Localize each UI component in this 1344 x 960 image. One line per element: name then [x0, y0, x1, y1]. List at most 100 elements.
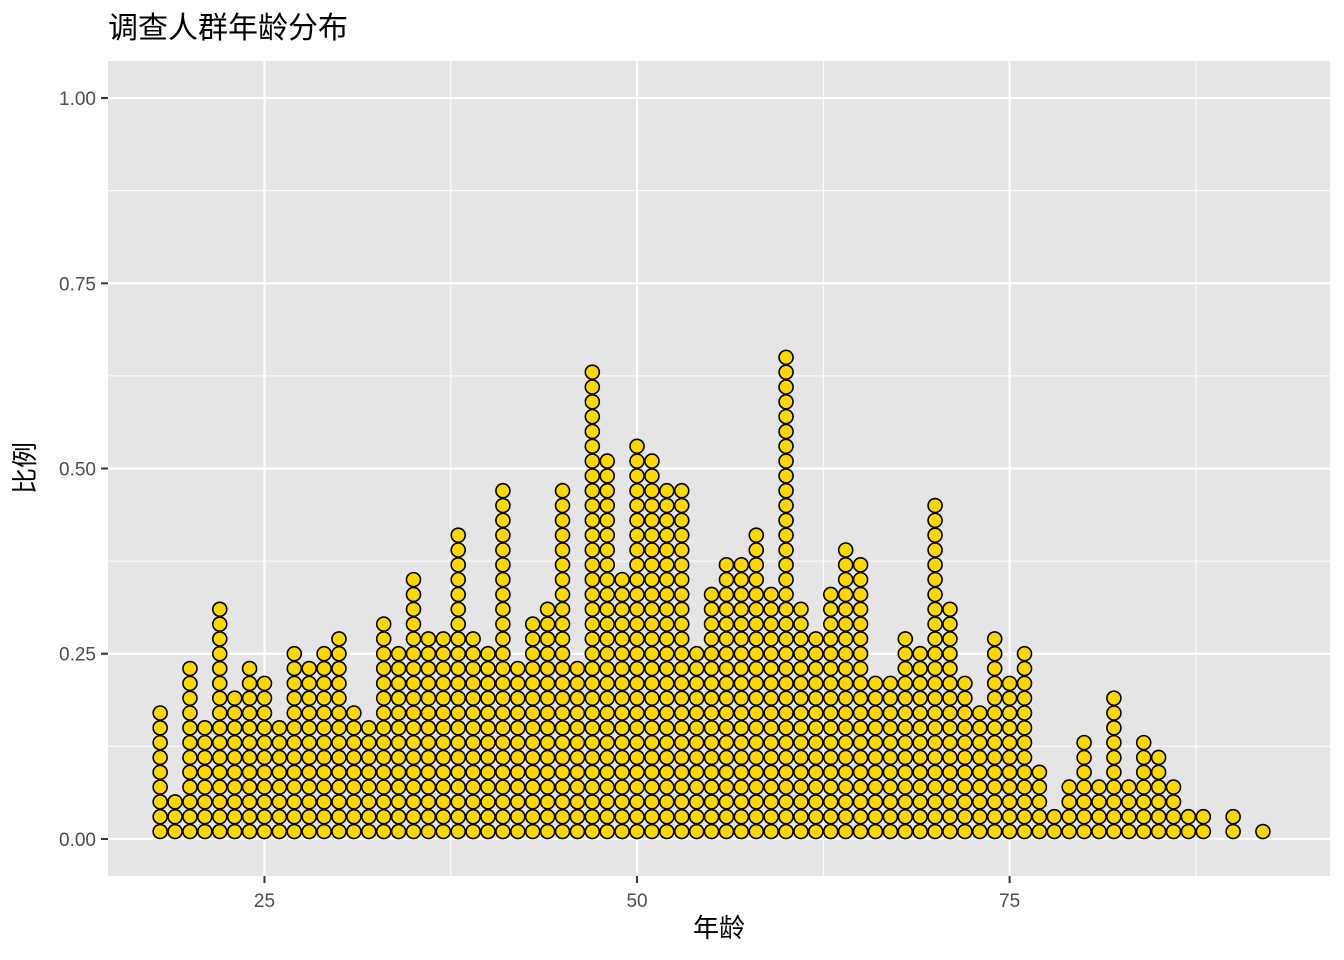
data-dot [793, 645, 809, 662]
data-dot [688, 794, 705, 810]
data-dot [256, 675, 273, 692]
data-dot [599, 527, 616, 543]
data-dot [554, 542, 571, 558]
data-dot [793, 601, 809, 618]
data-dot [852, 734, 869, 751]
data-dot [271, 720, 288, 736]
data-dot [450, 794, 467, 810]
data-dot [629, 779, 645, 795]
data-dot [182, 705, 198, 721]
data-dot [942, 645, 958, 662]
data-dot [1076, 734, 1092, 751]
data-dot [599, 468, 616, 484]
data-dot [584, 720, 601, 736]
data-dot [1061, 808, 1078, 825]
data-dot [629, 720, 645, 736]
data-dot [718, 734, 735, 751]
data-dot [703, 764, 720, 781]
data-dot [480, 734, 496, 751]
data-dot [986, 675, 1003, 692]
data-dot [733, 557, 750, 573]
data-dot [718, 720, 735, 736]
data-dot [211, 779, 228, 795]
data-dot [659, 764, 675, 781]
data-dot [554, 779, 571, 795]
data-dot [524, 808, 541, 825]
data-dot [942, 823, 958, 840]
data-dot [584, 379, 601, 395]
data-dot [375, 705, 392, 721]
data-dot [286, 779, 303, 795]
data-dot [837, 779, 854, 795]
data-dot [897, 779, 914, 795]
data-dot [659, 601, 675, 618]
data-dot [241, 660, 258, 677]
data-dot [629, 527, 645, 543]
data-dot [584, 734, 601, 751]
data-dot [644, 482, 660, 499]
data-dot [837, 808, 854, 825]
data-dot [644, 764, 660, 781]
data-dot [584, 823, 601, 840]
data-dot [331, 823, 347, 840]
data-dot [1106, 749, 1122, 766]
data-dot [957, 794, 973, 810]
data-dot [420, 690, 437, 706]
data-dot [852, 660, 869, 677]
data-dot [927, 690, 943, 706]
data-dot [256, 734, 273, 751]
data-dot [748, 764, 765, 781]
data-dot [927, 571, 943, 588]
data-dot [733, 808, 750, 825]
data-dot [912, 823, 928, 840]
data-dot [599, 823, 616, 840]
data-dot [420, 720, 437, 736]
data-dot [778, 645, 794, 662]
data-dot [673, 586, 690, 603]
data-dot [882, 705, 899, 721]
data-dot [778, 557, 794, 573]
data-dot [241, 764, 258, 781]
data-dot [733, 645, 750, 662]
data-dot [793, 779, 809, 795]
data-dot [1016, 705, 1033, 721]
data-dot [360, 734, 377, 751]
data-dot [480, 645, 496, 662]
data-dot [569, 705, 586, 721]
data-dot [793, 631, 809, 647]
data-dot [182, 794, 198, 810]
data-dot [629, 482, 645, 499]
data-dot [524, 631, 541, 647]
data-dot [405, 660, 422, 677]
data-dot [390, 808, 407, 825]
data-dot [316, 808, 332, 825]
data-dot [390, 645, 407, 662]
data-dot [986, 631, 1003, 647]
data-dot [852, 794, 869, 810]
data-dot [793, 720, 809, 736]
data-dot [793, 823, 809, 840]
data-dot [435, 764, 452, 781]
data-dot [1180, 823, 1197, 840]
data-dot [375, 823, 392, 840]
data-dot [256, 749, 273, 766]
data-dot [748, 779, 765, 795]
data-dot [778, 468, 794, 484]
data-dot [539, 764, 556, 781]
data-dot [942, 690, 958, 706]
data-dot [256, 720, 273, 736]
data-dot [673, 631, 690, 647]
data-dot [584, 364, 601, 380]
data-dot [1076, 764, 1092, 781]
data-dot [748, 557, 765, 573]
data-dot [748, 631, 765, 647]
data-dot [465, 705, 481, 721]
data-dot [1016, 764, 1033, 781]
data-dot [748, 675, 765, 692]
data-dot [465, 794, 481, 810]
data-dot [733, 720, 750, 736]
data-dot [629, 557, 645, 573]
data-dot [211, 645, 228, 662]
data-dot [673, 764, 690, 781]
data-dot [793, 764, 809, 781]
